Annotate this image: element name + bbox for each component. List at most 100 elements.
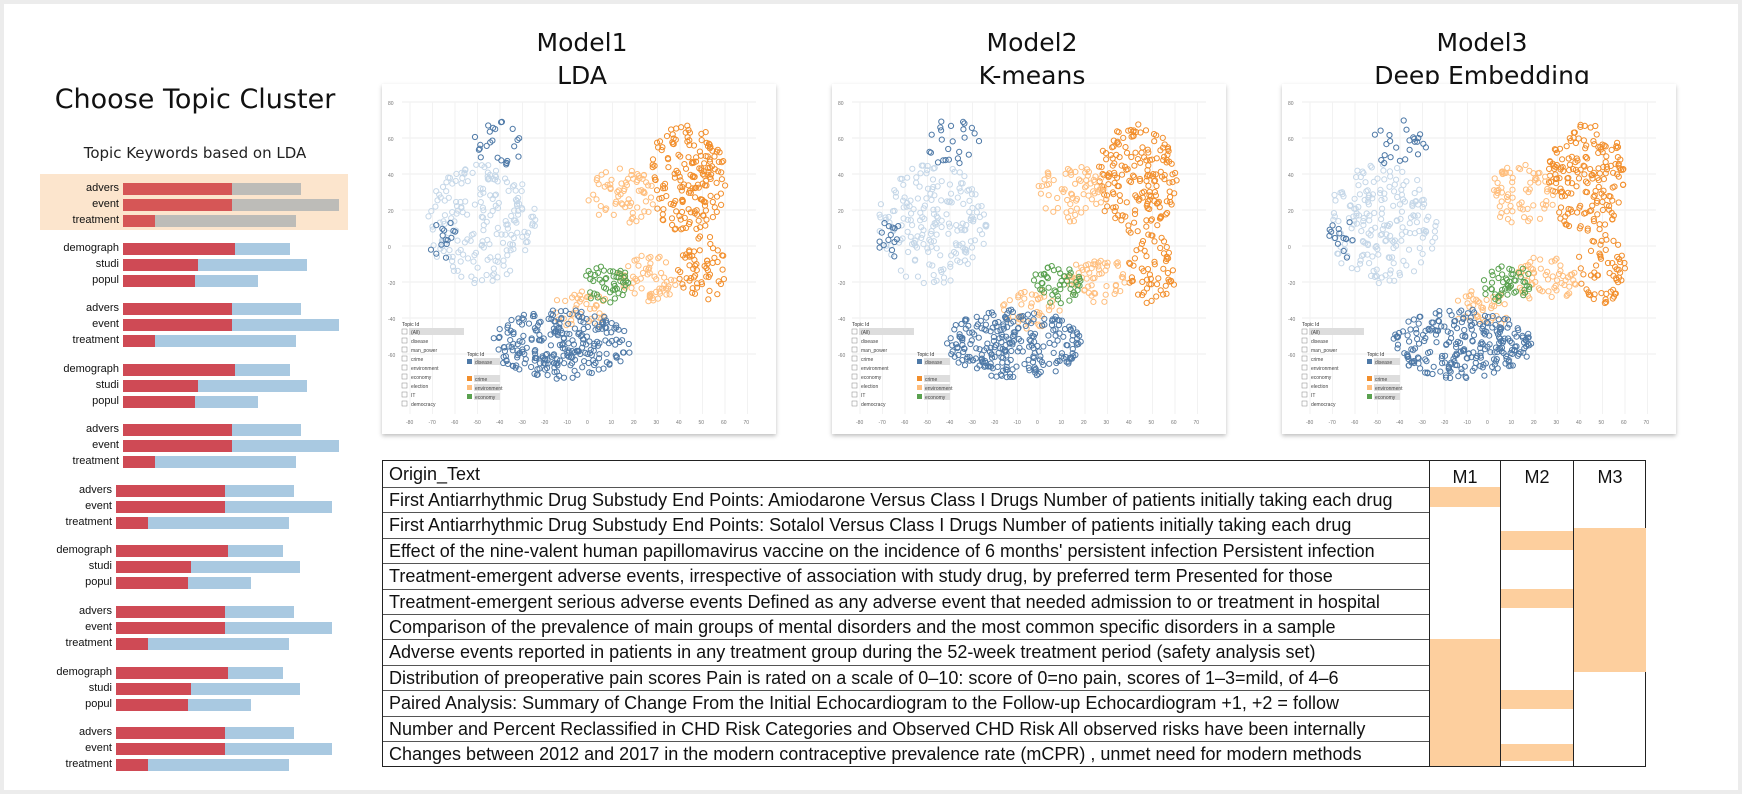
table-row[interactable]: First Antiarrhythmic Drug Substudy End P… [383, 512, 1429, 537]
keyword-row[interactable]: event [4, 197, 386, 212]
keyword-row[interactable]: treatment [4, 454, 386, 469]
scatter-point [1372, 244, 1379, 251]
scatter-point [949, 165, 956, 173]
scatter-point [514, 354, 521, 361]
scatter-point [621, 286, 628, 294]
scatter-point [929, 262, 936, 269]
keyword-row[interactable]: treatment [4, 636, 386, 651]
table-row[interactable]: Comparison of the prevalence of main gro… [383, 614, 1429, 639]
model2-name: Model2 [986, 28, 1078, 57]
keyword-row[interactable]: treatment [4, 333, 386, 348]
scatter-point [1544, 268, 1551, 275]
keyword-row[interactable]: studi [4, 257, 386, 272]
keyword-row[interactable]: demograph [4, 241, 386, 256]
scatter-point [945, 156, 953, 163]
table-row[interactable]: First Antiarrhythmic Drug Substudy End P… [383, 487, 1429, 512]
scatter-point [656, 290, 664, 297]
keyword-row[interactable]: advers [4, 181, 386, 196]
scatter-point [1600, 187, 1607, 194]
legend-item-label: disease [411, 339, 428, 345]
scatter-point [1480, 277, 1488, 284]
scatter-point [532, 347, 539, 354]
scatter-point [1050, 177, 1057, 184]
scatter-point [1072, 291, 1079, 298]
scatter-point [985, 309, 992, 317]
scatter-point [1514, 352, 1521, 359]
keyword-row[interactable]: advers [4, 301, 386, 316]
table-row[interactable]: Adverse events reported in patients in a… [383, 639, 1429, 664]
keyword-row[interactable]: demograph [4, 543, 386, 558]
scatter-point [1536, 215, 1544, 222]
table-row[interactable]: Paired Analysis: Summary of Change From … [383, 690, 1429, 715]
keyword-row[interactable]: studi [4, 559, 386, 574]
model2-scatter-plot[interactable]: 80 60 40 20 0 -20 -40 -60 -80 -70 -60 -50 -40 -30 -20-… [832, 84, 1226, 434]
scatter-point [1039, 280, 1046, 287]
scatter-point [1160, 250, 1168, 257]
scatter-point [1326, 226, 1333, 233]
scatter-point [491, 270, 498, 277]
legend2-item-label: economy [1375, 395, 1396, 401]
scatter-point [635, 262, 642, 269]
keyword-row[interactable]: advers [4, 483, 386, 498]
scatter-point [1525, 270, 1532, 277]
keyword-row[interactable]: advers [4, 725, 386, 740]
keyword-row[interactable]: studi [4, 681, 386, 696]
scatter-point [428, 208, 435, 215]
scatter-point [1592, 122, 1599, 130]
table-row[interactable]: Distribution of preoperative pain scores… [383, 664, 1429, 690]
keyword-row[interactable]: advers [4, 422, 386, 437]
scatter-point [439, 225, 446, 232]
scatter-point [705, 296, 712, 303]
scatter-point [1145, 149, 1152, 156]
scatter-point [1006, 297, 1013, 304]
scatter-point [545, 315, 552, 322]
keyword-row[interactable]: popul [4, 575, 386, 590]
table-row[interactable]: Changes between 2012 and 2017 in the mod… [383, 741, 1429, 766]
table-row[interactable]: Treatment-emergent adverse events, irres… [383, 563, 1429, 588]
keyword-row[interactable]: studi [4, 378, 386, 393]
keyword-row[interactable]: event [4, 438, 386, 453]
keyword-row[interactable]: advers [4, 604, 386, 619]
scatter-point [973, 345, 980, 352]
model3-scatter-plot[interactable]: 80 60 40 20 0 -20 -40 -60 -80 -70 -60 -50 -40 -30 -20-… [1282, 84, 1676, 434]
scatter-point [616, 270, 623, 277]
keyword-row[interactable]: popul [4, 394, 386, 409]
scatter-point [1594, 272, 1601, 279]
keyword-row[interactable]: event [4, 499, 386, 514]
keyword-lda-bar [116, 683, 191, 695]
scatter-point [585, 359, 592, 367]
scatter-point [447, 219, 454, 226]
keyword-lda-bar [123, 199, 233, 211]
scatter-point [1389, 254, 1396, 261]
scatter-point [1557, 204, 1565, 211]
keyword-row[interactable]: popul [4, 697, 386, 712]
scatter-point [1509, 350, 1516, 357]
table-row[interactable]: Effect of the nine-valent human papillom… [383, 537, 1429, 563]
keyword-row[interactable]: treatment [4, 515, 386, 530]
scatter-point [1066, 167, 1073, 174]
keyword-row[interactable]: event [4, 741, 386, 756]
table-row[interactable]: Treatment-emergent serious adverse event… [383, 588, 1429, 614]
table-row[interactable]: Number and Percent Reclassified in CHD R… [383, 715, 1429, 741]
model1-scatter-plot[interactable]: 80 60 40 20 0 -20 -40 -60 -80 -70 -60 -50 -40 -30 -20-… [382, 84, 776, 434]
keyword-row[interactable]: treatment [4, 757, 386, 772]
scatter-point [1390, 260, 1397, 267]
scatter-point [659, 285, 666, 292]
scatter-point [1040, 343, 1047, 350]
scatter-point [467, 237, 474, 244]
scatter-point [918, 234, 925, 241]
keyword-row[interactable]: event [4, 317, 386, 332]
keyword-row[interactable]: demograph [4, 665, 386, 680]
scatter-point [509, 241, 516, 248]
scatter-point [1132, 207, 1139, 214]
keyword-row[interactable]: demograph [4, 362, 386, 377]
scatter-point [958, 226, 965, 233]
keyword-lda-bar [123, 380, 198, 392]
scatter-point [1526, 186, 1533, 193]
keyword-row[interactable]: popul [4, 273, 386, 288]
scatter-point [655, 255, 662, 262]
scatter-point [1582, 153, 1590, 161]
keyword-row[interactable]: event [4, 620, 386, 635]
keyword-row[interactable]: treatment [4, 213, 386, 228]
scatter-point [917, 217, 924, 224]
